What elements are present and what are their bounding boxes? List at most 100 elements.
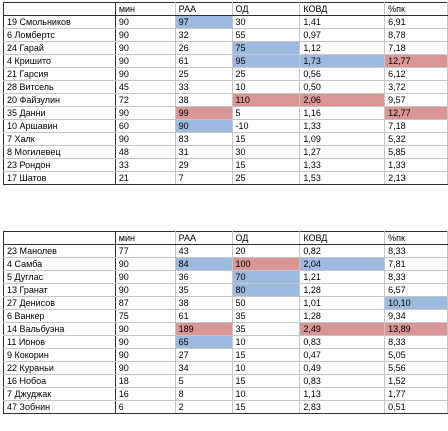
minutes-cell: 21: [114, 171, 176, 185]
od-cell: 15: [231, 132, 301, 146]
raa-cell: 29: [174, 158, 233, 172]
kovd-cell: 2,06: [299, 93, 386, 107]
column-header-minutes: мин: [114, 2, 176, 16]
kovd-cell: 1,28: [299, 283, 386, 297]
minutes-cell: 6: [114, 400, 176, 414]
column-header-player-name: [3, 231, 116, 245]
pk-percent-cell: 7,18: [384, 41, 448, 55]
raa-cell: 32: [174, 28, 233, 42]
minutes-cell: 90: [114, 348, 176, 362]
raa-cell: 84: [174, 257, 233, 271]
raa-cell: 43: [174, 244, 233, 258]
kovd-cell: 0,56: [299, 67, 386, 81]
pk-percent-cell: 10,10: [384, 296, 448, 310]
minutes-cell: 75: [114, 309, 176, 323]
od-cell: 30: [231, 145, 301, 159]
minutes-cell: 90: [114, 270, 176, 284]
kovd-cell: 1,33: [299, 119, 386, 133]
table-row: 10 Аршавин 60 90 -10 1,33 7,18: [3, 119, 448, 133]
raa-cell: 90: [174, 119, 233, 133]
header-row: мин РАА ОД КОВД %пк: [3, 231, 448, 245]
table-row: 14 Вальбуэна 90 189 35 2,49 13,89: [3, 322, 448, 336]
od-cell: 35: [231, 322, 301, 336]
pk-percent-cell: 5,32: [384, 132, 448, 146]
od-cell: 80: [231, 283, 301, 297]
table-row: 23 Рондон 33 29 15 1,33 1,33: [3, 158, 448, 172]
pk-percent-cell: 6,91: [384, 15, 448, 29]
column-header-minutes: мин: [114, 231, 176, 245]
column-header-pk-percent: %пк: [384, 231, 448, 245]
raa-cell: 61: [174, 309, 233, 323]
kovd-cell: 1,13: [299, 387, 386, 401]
player-name-cell: 5 Дуглас: [3, 270, 116, 284]
minutes-cell: 90: [114, 15, 176, 29]
raa-cell: 38: [174, 296, 233, 310]
minutes-cell: 16: [114, 387, 176, 401]
kovd-cell: 0,97: [299, 28, 386, 42]
pk-percent-cell: 8,33: [384, 335, 448, 349]
kovd-cell: 0,83: [299, 374, 386, 388]
od-cell: 5: [231, 106, 301, 120]
pk-percent-cell: 7,18: [384, 119, 448, 133]
raa-cell: 7: [174, 171, 233, 185]
minutes-cell: 90: [114, 106, 176, 120]
od-cell: 15: [231, 400, 301, 414]
minutes-cell: 90: [114, 361, 176, 375]
table-row: 6 Ломбертс 90 32 55 0,97 8,78: [3, 28, 448, 42]
minutes-cell: 90: [114, 132, 176, 146]
pk-percent-cell: 6,57: [384, 283, 448, 297]
raa-cell: 5: [174, 374, 233, 388]
pk-percent-cell: 5,56: [384, 361, 448, 375]
kovd-cell: 1,41: [299, 15, 386, 29]
column-header-kovd: КОВД: [299, 2, 386, 16]
pk-percent-cell: 6,12: [384, 67, 448, 81]
minutes-cell: 87: [114, 296, 176, 310]
minutes-cell: 72: [114, 93, 176, 107]
table-row: 13 Гранат 90 35 80 1,28 6,57: [3, 283, 448, 297]
player-name-cell: 19 Смольников: [3, 15, 116, 29]
player-name-cell: 10 Аршавин: [3, 119, 116, 133]
raa-cell: 25: [174, 67, 233, 81]
minutes-cell: 48: [114, 145, 176, 159]
table-row: 16 Нобоа 18 5 15 0,83 1,52: [3, 374, 448, 388]
od-cell: 15: [231, 158, 301, 172]
od-cell: 95: [231, 54, 301, 68]
od-cell: 100: [231, 257, 301, 271]
player-name-cell: 11 Ионов: [3, 335, 116, 349]
kovd-cell: 1,73: [299, 54, 386, 68]
kovd-cell: 0,50: [299, 80, 386, 94]
raa-cell: 27: [174, 348, 233, 362]
od-cell: 50: [231, 296, 301, 310]
pk-percent-cell: 3,72: [384, 80, 448, 94]
table-row: 21 Гарсия 90 25 25 0,56 6,12: [3, 67, 448, 81]
raa-cell: 97: [174, 15, 233, 29]
stats-table-2: мин РАА ОД КОВД %пк 23 Манолев 77 43 20 0,82 8,33 4…: [3, 231, 448, 414]
raa-cell: 33: [174, 80, 233, 94]
od-cell: 15: [231, 348, 301, 362]
kovd-cell: 1,53: [299, 171, 386, 185]
raa-cell: 99: [174, 106, 233, 120]
table-row: 17 Шатов 21 7 25 1,53 2,13: [3, 171, 448, 185]
player-name-cell: 4 Кришито: [3, 54, 116, 68]
table-row: 11 Ионов 90 65 10 0,83 8,33: [3, 335, 448, 349]
raa-cell: 34: [174, 361, 233, 375]
raa-cell: 61: [174, 54, 233, 68]
table-row: 23 Манолев 77 43 20 0,82 8,33: [3, 244, 448, 258]
minutes-cell: 90: [114, 257, 176, 271]
minutes-cell: 77: [114, 244, 176, 258]
kovd-cell: 1,09: [299, 132, 386, 146]
player-name-cell: 7 Халк: [3, 132, 116, 146]
player-name-cell: 6 Ломбертс: [3, 28, 116, 42]
raa-cell: 36: [174, 270, 233, 284]
kovd-cell: 1,33: [299, 158, 386, 172]
header-row: мин РАА ОД КОВД %пк: [3, 2, 448, 16]
table-body: мин РАА ОД КОВД %пк 23 Манолев 77 43 20 0,82 8,33 4…: [3, 231, 448, 414]
player-name-cell: 23 Рондон: [3, 158, 116, 172]
column-header-kovd: КОВД: [299, 231, 386, 245]
raa-cell: 26: [174, 41, 233, 55]
minutes-cell: 90: [114, 54, 176, 68]
player-name-cell: 14 Вальбуэна: [3, 322, 116, 336]
kovd-cell: 2,49: [299, 322, 386, 336]
column-header-od: ОД: [231, 231, 301, 245]
raa-cell: 38: [174, 93, 233, 107]
